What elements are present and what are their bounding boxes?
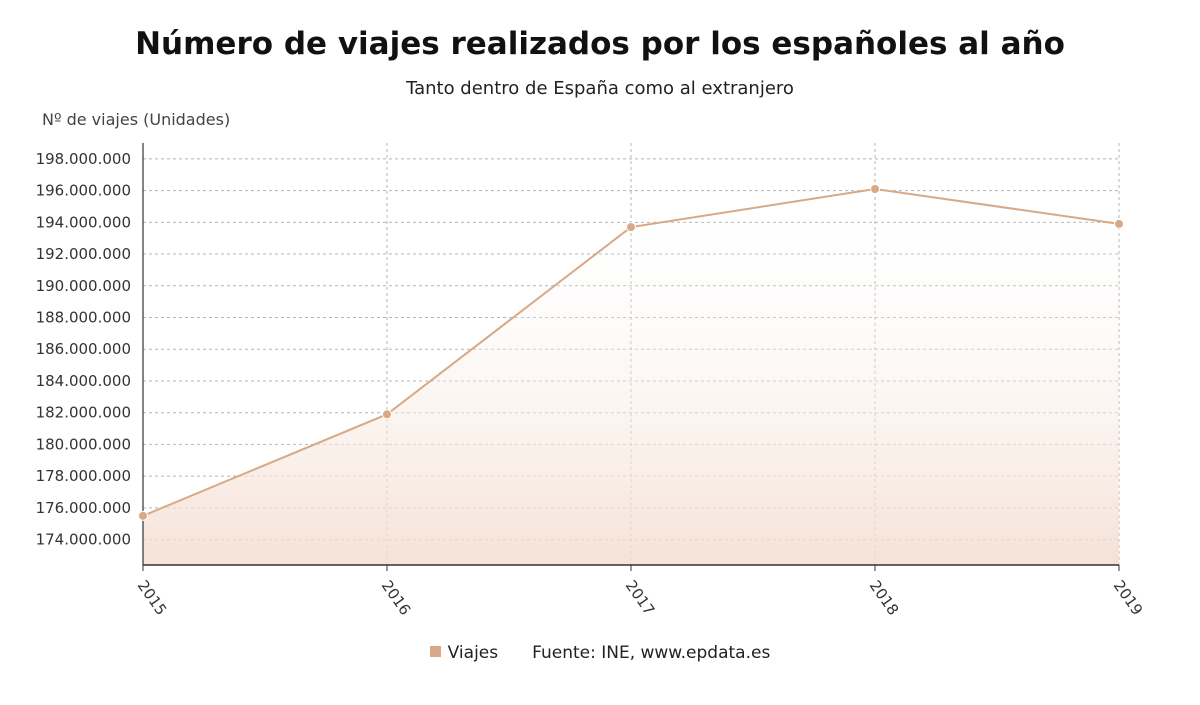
legend: Viajes Fuente: INE, www.epdata.es xyxy=(0,643,1200,663)
axis-layer xyxy=(142,143,1120,571)
y-tick-label: 192.000.000 xyxy=(36,245,131,263)
source-text: Fuente: INE, www.epdata.es xyxy=(532,643,771,663)
area-layer xyxy=(143,189,1119,566)
y-tick-label: 182.000.000 xyxy=(36,404,131,422)
legend-series-name: Viajes xyxy=(447,643,499,663)
y-tick-label: 194.000.000 xyxy=(36,213,131,231)
data-point xyxy=(1114,218,1124,229)
y-tick-label: 184.000.000 xyxy=(36,372,131,390)
y-tick-label: 196.000.000 xyxy=(36,182,131,200)
x-tick-label: 2017 xyxy=(622,577,659,619)
point-layer xyxy=(138,184,1124,521)
y-tick-label: 174.000.000 xyxy=(36,531,131,549)
data-point xyxy=(382,409,392,420)
y-tick-label: 178.000.000 xyxy=(36,467,131,485)
data-point xyxy=(626,222,636,233)
y-tick-label: 188.000.000 xyxy=(36,309,131,327)
data-point xyxy=(138,510,148,521)
y-tick-label: 190.000.000 xyxy=(36,277,131,295)
legend-swatch xyxy=(429,646,441,657)
data-point xyxy=(870,184,880,195)
y-tick-label: 198.000.000 xyxy=(36,150,131,168)
x-tick-label: 2015 xyxy=(134,577,171,619)
y-tick-label: 176.000.000 xyxy=(36,499,131,517)
x-tick-label: 2016 xyxy=(378,577,415,619)
series-area-viajes xyxy=(143,189,1119,566)
chart-subtitle: Tanto dentro de España como al extranjer… xyxy=(406,78,794,99)
y-tick-label: 186.000.000 xyxy=(36,340,131,358)
x-tick-label: 2019 xyxy=(1110,577,1147,619)
chart-title: Número de viajes realizados por los espa… xyxy=(135,26,1065,62)
y-tick-label: 180.000.000 xyxy=(36,435,131,453)
x-tick-label: 2018 xyxy=(866,577,903,619)
y-axis-label: Nº de viajes (Unidades) xyxy=(42,110,231,129)
